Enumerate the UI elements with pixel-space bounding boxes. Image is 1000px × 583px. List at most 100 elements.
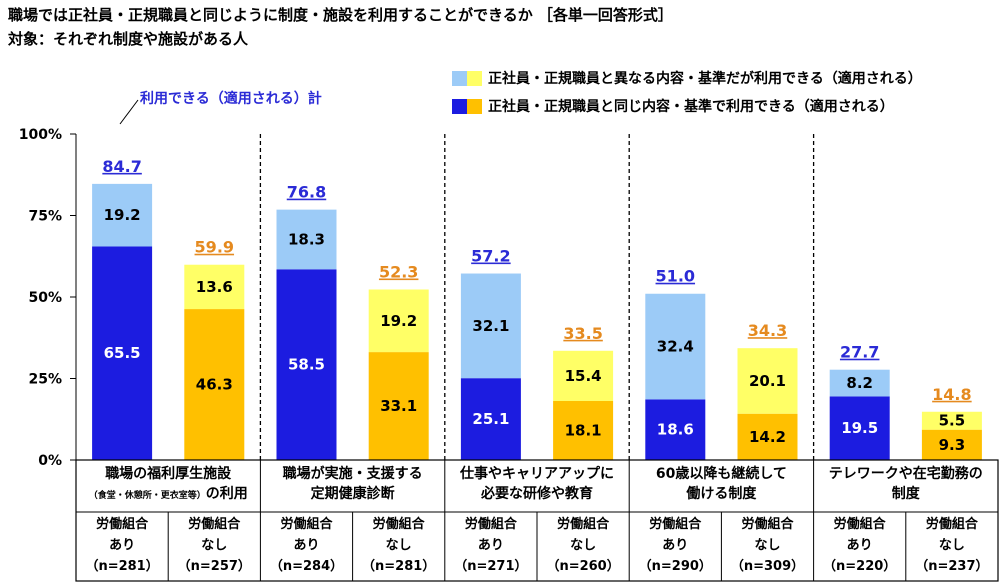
bar-segment-diff (368, 289, 429, 353)
group-label: 労働組合 なし （n=281） (353, 514, 445, 577)
chart-subtitle: 対象：それぞれ制度や施設がある人 (8, 30, 249, 48)
category-label-line2: （食堂・休憩所・更衣室等）の利用 (88, 486, 248, 502)
bar-segment-diff (276, 209, 337, 270)
category-label: 仕事やキャリアアップに 必要な研修や教育 (445, 464, 629, 504)
data-label-same: 65.5 (104, 344, 141, 362)
data-label-diff: 15.4 (565, 367, 602, 385)
bar-segment-same (737, 413, 798, 460)
bar-segment-diff (737, 348, 798, 414)
data-label-diff: 5.5 (939, 412, 966, 430)
group-label-line: 労働組合 (557, 517, 610, 532)
data-label-same: 25.1 (472, 410, 509, 428)
bar-segment-diff (645, 293, 706, 400)
group-sample-size: （n=271） (454, 559, 528, 574)
category-label-line2: 制度 (891, 486, 920, 502)
data-label-total: 27.7 (840, 343, 879, 362)
group-label: 労働組合なし （n=237） (906, 514, 998, 577)
group-label-line: 労働組合 (833, 517, 886, 532)
chart-title: 職場では正社員・正規職員と同じように制度・施設を利用することができるか ［各単一… (8, 6, 673, 24)
y-tick-label: 25% (28, 372, 62, 388)
category-label-line1: 職場の福利厚生施設 (105, 466, 232, 482)
data-label-total: 51.0 (656, 267, 695, 286)
data-label-total: 59.9 (195, 238, 234, 257)
bar-segment-same (921, 429, 982, 460)
data-label-diff: 19.2 (380, 312, 417, 330)
group-label-line: あり (293, 538, 320, 553)
group-sample-size: （n=290） (638, 559, 712, 574)
y-tick-label: 75% (28, 209, 62, 225)
group-label: 労働組合 あり （n=281） (76, 514, 168, 577)
legend-swatch-nounion-diff (467, 70, 482, 86)
category-label: テレワークや在宅勤務の 制度 (814, 464, 998, 504)
annotation-pointer (119, 99, 139, 125)
group-label-line: 労働組合 (464, 517, 517, 532)
bar-segment-same (184, 309, 245, 460)
data-label-same: 19.5 (841, 419, 878, 437)
group-label-line: 労働組合 (96, 517, 149, 532)
bar-segment-diff (92, 183, 153, 247)
bar-segment-diff (184, 264, 245, 310)
data-label-same: 33.1 (380, 397, 417, 415)
category-label: 職場の福利厚生施設 （食堂・休憩所・更衣室等）の利用 (76, 464, 260, 506)
category-label-line2: 定期健康診断 (310, 486, 395, 502)
group-label-line: あり (846, 538, 873, 553)
group-label-line: 労働組合 (925, 517, 978, 532)
data-label-diff: 19.2 (104, 206, 141, 224)
bar-segment-diff (829, 369, 890, 397)
category-label: 職場が実施・支援する 定期健康診断 (260, 464, 444, 504)
data-label-total: 84.7 (102, 157, 141, 176)
group-sample-size: （n=220） (823, 559, 897, 574)
data-label-same: 18.6 (657, 421, 694, 439)
group-label-line: 労働組合 (741, 517, 794, 532)
category-label-line1: テレワークや在宅勤務の (828, 466, 983, 482)
category-label: 60歳以降も継続して 働ける制度 (629, 464, 813, 504)
bar-segment-same (645, 399, 706, 460)
data-label-same: 14.2 (749, 428, 786, 446)
group-label-line: なし (570, 538, 597, 553)
group-label: 労働組合なし （n=260） (537, 514, 629, 577)
data-label-same: 58.5 (288, 356, 325, 374)
group-label: 労働組合 なし （n=257） (168, 514, 260, 577)
legend-swatch-nounion-same (467, 98, 482, 114)
group-label-line: 労働組合 (649, 517, 702, 532)
data-label-diff: 8.2 (846, 374, 873, 392)
data-label-diff: 32.4 (657, 338, 694, 356)
group-label: 労働組合 なし （n=309） (721, 514, 813, 577)
data-label-total: 34.3 (748, 321, 787, 340)
bar-segment-same (460, 378, 521, 460)
category-label-line2: 働ける制度 (686, 486, 757, 502)
category-label-line1: 仕事やキャリアアップに (459, 466, 614, 482)
group-label-line: なし (201, 538, 228, 553)
data-label-total: 57.2 (471, 247, 510, 266)
data-label-same: 46.3 (196, 376, 233, 394)
legend-item-same: 正社員・正規職員と同じ内容・基準で利用できる（適用される） (452, 96, 894, 116)
bar-segment-diff (460, 273, 521, 379)
data-label-total: 76.8 (287, 183, 326, 202)
legend-swatch-union-diff (452, 70, 467, 86)
legend-item-diff: 正社員・正規職員と異なる内容・基準だが利用できる（適用される） (452, 68, 922, 88)
y-tick-label: 50% (28, 290, 62, 306)
data-label-total: 14.8 (932, 385, 971, 404)
group-label-line: なし (938, 538, 965, 553)
bar-segment-same (92, 246, 153, 460)
legend-label-diff: 正社員・正規職員と異なる内容・基準だが利用できる（適用される） (488, 71, 922, 87)
group-label-line: あり (109, 538, 136, 553)
group-label-line: 労働組合 (280, 517, 333, 532)
data-label-total: 52.3 (379, 263, 418, 282)
group-sample-size: （n=281） (362, 559, 436, 574)
bar-segment-diff (553, 350, 614, 401)
category-label-line2: 必要な研修や教育 (480, 486, 593, 502)
group-sample-size: （n=237） (915, 559, 989, 574)
y-tick-label: 100% (19, 127, 62, 143)
total-annotation: 利用できる（適用される）計 (140, 91, 322, 107)
group-label: 労働組合あり （n=284） (260, 514, 352, 577)
group-label-line: 労働組合 (188, 517, 241, 532)
group-label-line: なし (754, 538, 781, 553)
group-label-line: あり (662, 538, 689, 553)
category-label-line1: 職場が実施・支援する (282, 466, 423, 482)
group-sample-size: （n=284） (269, 559, 344, 574)
bar-segment-same (276, 269, 337, 460)
group-sample-size: （n=260） (546, 559, 620, 574)
category-label-line1: 60歳以降も継続して (655, 466, 787, 482)
